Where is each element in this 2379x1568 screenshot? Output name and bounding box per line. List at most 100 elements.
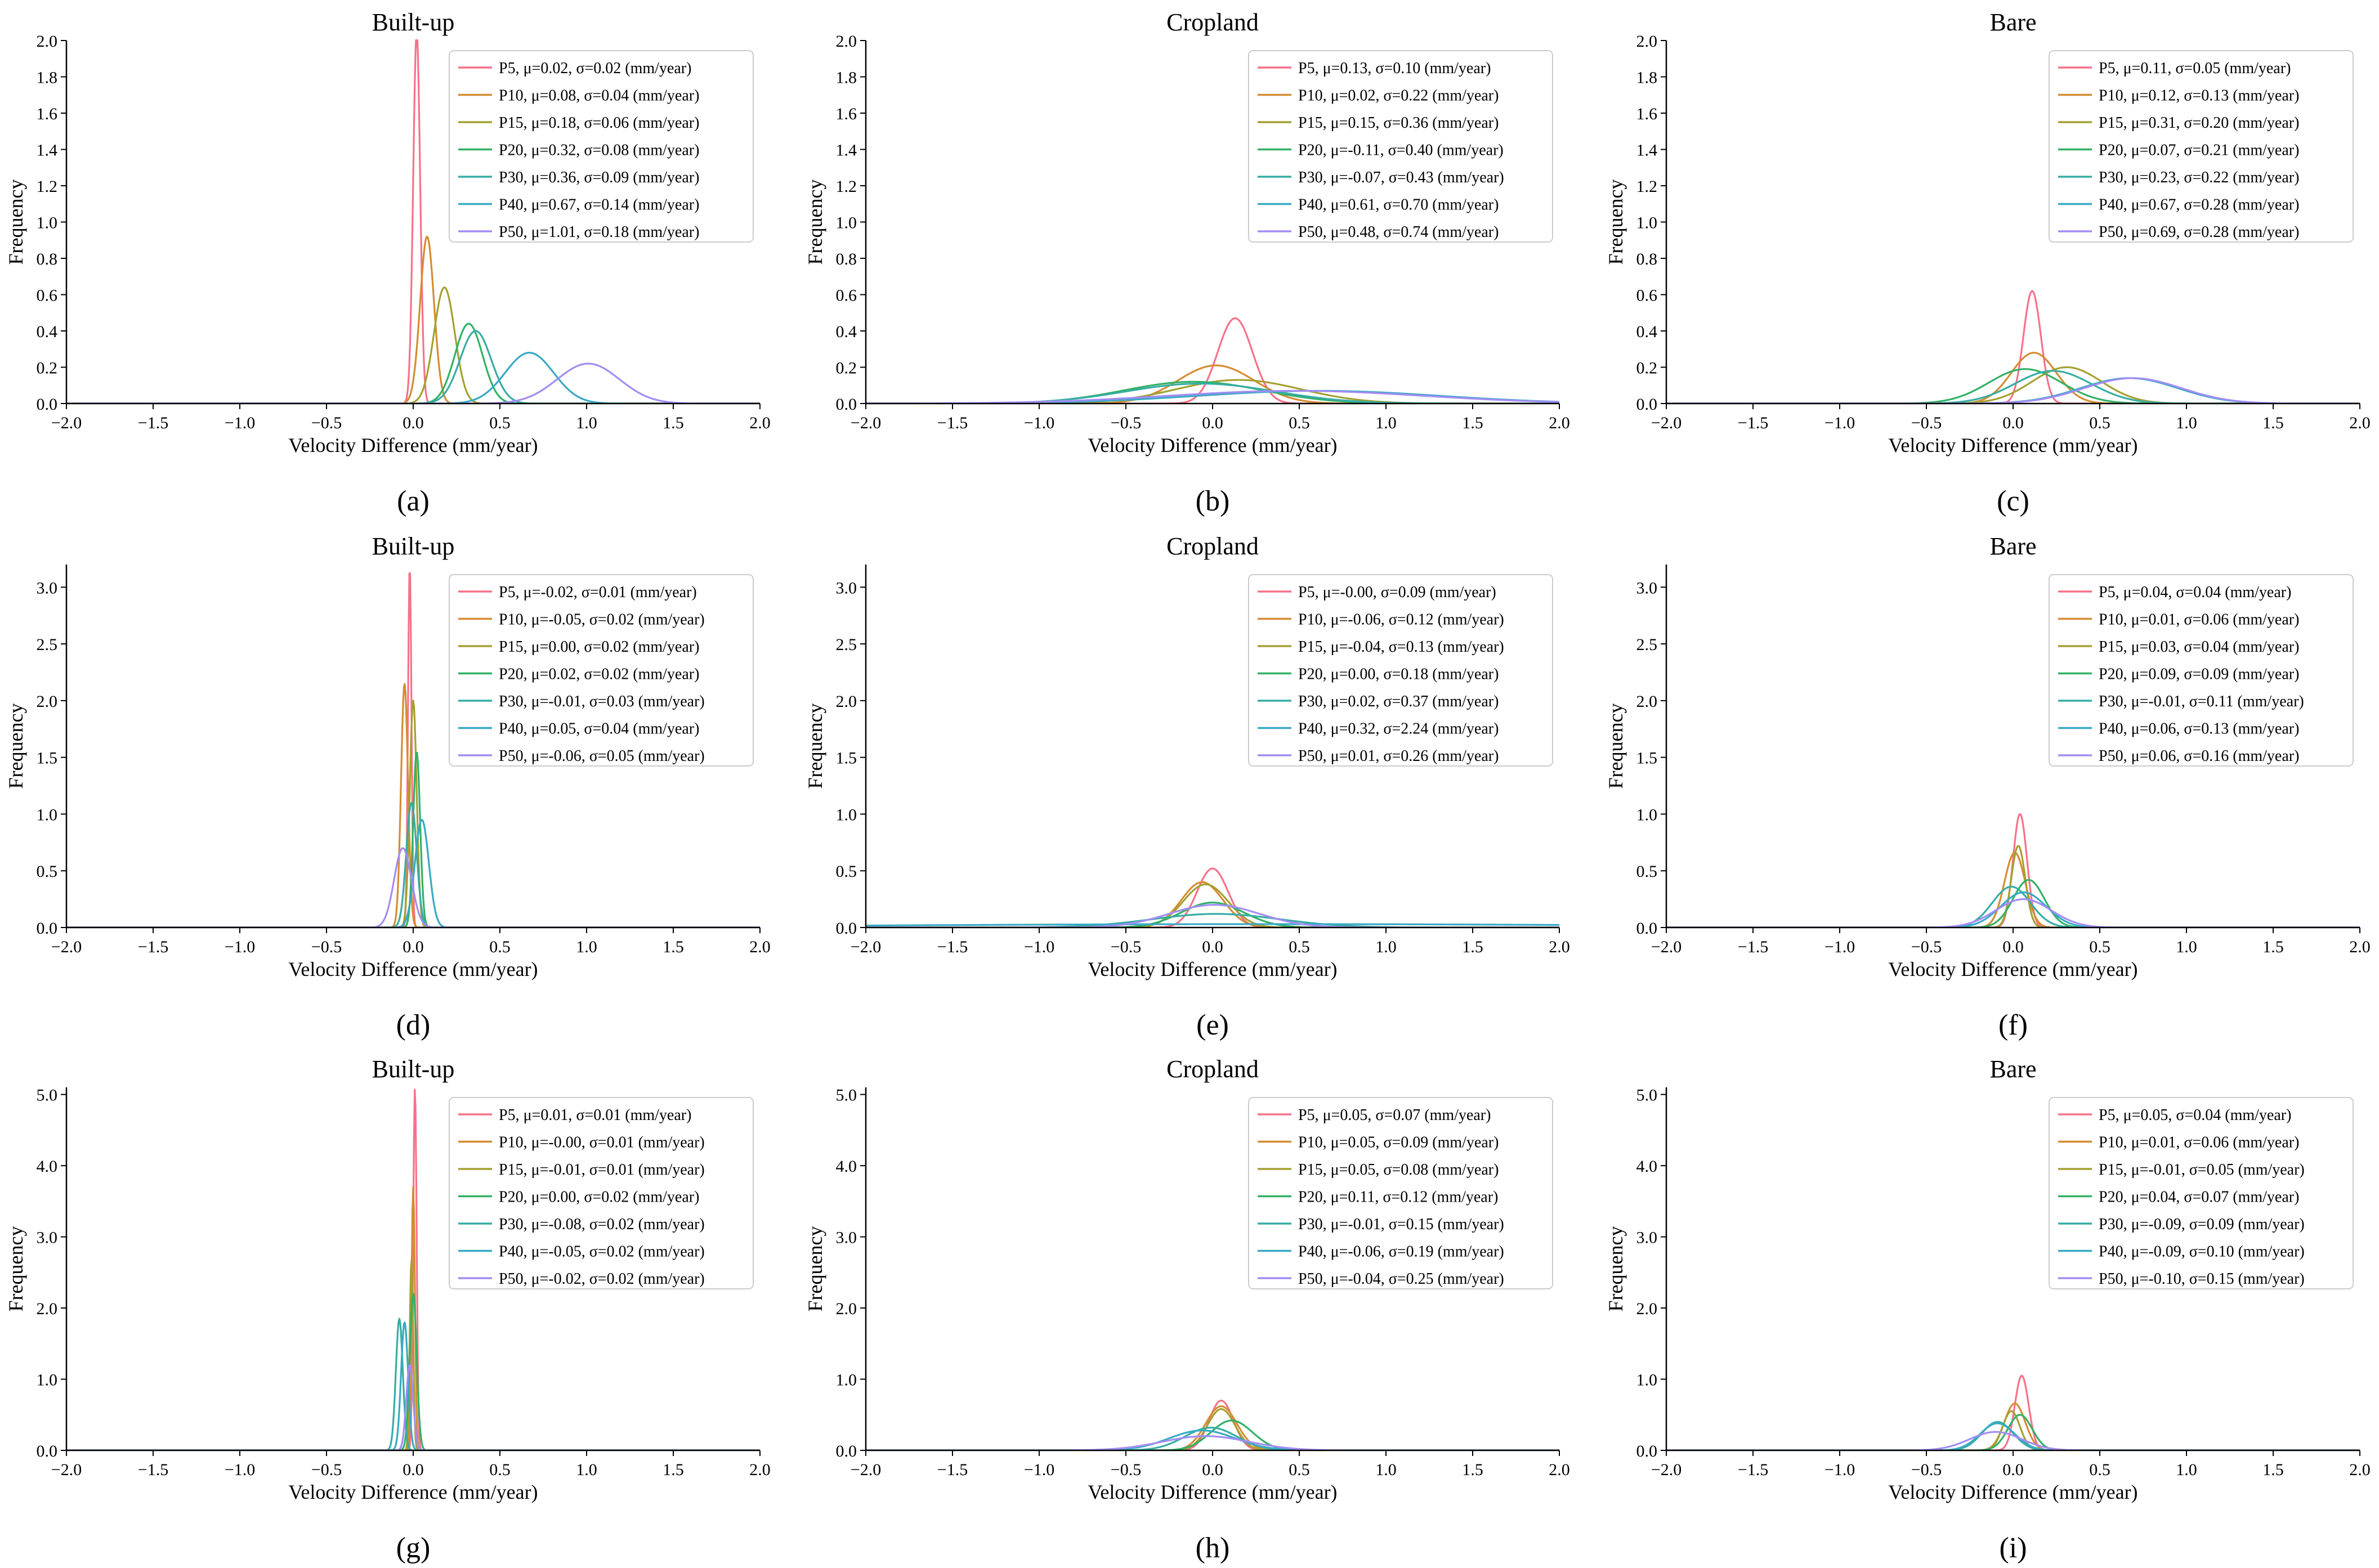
- x-tick-label: 0.0: [1202, 414, 1223, 432]
- y-tick-label: 1.6: [1636, 105, 1658, 123]
- y-tick-label: 1.8: [1636, 69, 1658, 87]
- x-tick-label: 0.0: [2002, 938, 2024, 956]
- series-line-p20: [1666, 1414, 2360, 1450]
- y-tick-label: 1.2: [1636, 177, 1658, 196]
- y-tick-label: 0.5: [836, 862, 857, 881]
- series-line-p15: [66, 286, 760, 404]
- series-group: [866, 1399, 1559, 1450]
- x-tick-label: −2.0: [1651, 414, 1682, 432]
- legend-entry: P10, μ=0.08, σ=0.04 (mm/year): [499, 87, 699, 105]
- panel-label: (i): [1999, 1532, 2027, 1564]
- legend-entry: P50, μ=-0.04, σ=0.25 (mm/year): [1298, 1270, 1504, 1288]
- y-tick-label: 0.0: [1636, 395, 1658, 414]
- y-tick-label: 5.0: [836, 1086, 857, 1105]
- chart-panel-c: Bare 0.0 0.2 0.4 0.6 0.8 1.0 1.2 1.4 1.6 1.8 2.0 −2.…: [1604, 8, 2371, 517]
- x-tick-label: −1.0: [1024, 414, 1054, 432]
- chart-title: Bare: [1989, 532, 2036, 560]
- chart-panel-i: Bare 0.0 1.0 2.0 3.0 4.0 5.0 −2.0 −1.5 −1.0 −0.5 0.…: [1604, 1055, 2371, 1564]
- x-tick-label: 0.5: [2089, 1461, 2110, 1479]
- x-tick-label: 0.0: [403, 414, 424, 432]
- series-line-p20: [66, 1293, 760, 1450]
- series-line-p5: [66, 39, 760, 404]
- x-tick-label: −0.5: [1911, 938, 1942, 956]
- series-line-p50: [66, 1364, 760, 1450]
- y-tick-label: 3.0: [836, 579, 857, 597]
- x-tick-label: −1.0: [225, 414, 255, 432]
- x-tick-label: 0.5: [1289, 1461, 1310, 1479]
- y-tick-label: 2.5: [1636, 635, 1658, 654]
- y-tick-label: 1.0: [836, 214, 857, 232]
- legend-entry: P15, μ=-0.01, σ=0.01 (mm/year): [499, 1161, 705, 1179]
- series-line-p10: [66, 235, 760, 404]
- series-line-p15: [1666, 366, 2360, 404]
- series-line-p50: [66, 362, 760, 404]
- y-tick-label: 0.8: [836, 250, 857, 268]
- x-tick-label: 1.0: [2176, 938, 2197, 956]
- series-line-p40: [1666, 1422, 2360, 1450]
- y-tick-label: 1.0: [37, 1371, 58, 1390]
- y-tick-label: 1.2: [836, 177, 857, 196]
- y-tick-label: 2.0: [37, 1300, 58, 1318]
- y-tick-label: 0.0: [37, 395, 58, 414]
- chart-panel-g: Built-up 0.0 1.0 2.0 3.0 4.0 5.0 −2.0 −1.5 −1.0 −0…: [5, 1055, 771, 1564]
- y-tick-label: 2.0: [37, 692, 58, 711]
- chart-title: Built-up: [372, 532, 455, 560]
- panel-label: (b): [1196, 485, 1230, 517]
- y-tick-label: 0.6: [37, 286, 58, 305]
- series-line-p15: [1666, 845, 2360, 928]
- x-tick-label: 2.0: [2349, 1461, 2371, 1479]
- series-line-p50: [66, 847, 760, 928]
- y-axis-label: Frequency: [804, 704, 826, 789]
- x-tick-label: 0.0: [403, 938, 424, 956]
- series-line-p10: [1666, 352, 2360, 404]
- chart-panel-h: Cropland 0.0 1.0 2.0 3.0 4.0 5.0 −2.0 −1.5 −1.0 −0…: [804, 1055, 1570, 1564]
- legend-entry: P5, μ=0.13, σ=0.10 (mm/year): [1298, 60, 1491, 77]
- x-tick-label: 0.5: [2089, 414, 2110, 432]
- series-line-p15: [66, 700, 760, 928]
- y-tick-label: 4.0: [1636, 1157, 1658, 1176]
- x-tick-label: −1.0: [1825, 1461, 1855, 1479]
- legend-entry: P40, μ=-0.09, σ=0.10 (mm/year): [2099, 1243, 2305, 1261]
- legend-entry: P15, μ=0.03, σ=0.04 (mm/year): [2099, 638, 2299, 656]
- x-tick-label: −1.5: [937, 1461, 968, 1479]
- legend-entry: P20, μ=0.07, σ=0.21 (mm/year): [2099, 142, 2299, 159]
- legend-entry: P20, μ=0.00, σ=0.02 (mm/year): [499, 1189, 699, 1206]
- series-line-p5: [66, 1088, 760, 1450]
- legend-entry: P5, μ=0.05, σ=0.04 (mm/year): [2099, 1106, 2291, 1124]
- legend-entry: P40, μ=-0.05, σ=0.02 (mm/year): [499, 1243, 705, 1261]
- y-tick-label: 2.5: [836, 635, 857, 654]
- x-tick-label: −0.5: [311, 938, 342, 956]
- x-tick-label: −0.5: [1911, 1461, 1942, 1479]
- legend-entry: P5, μ=0.05, σ=0.07 (mm/year): [1298, 1106, 1491, 1124]
- x-tick-label: −0.5: [311, 414, 342, 432]
- legend-entry: P50, μ=0.06, σ=0.16 (mm/year): [2099, 747, 2299, 765]
- x-tick-label: −0.5: [1911, 414, 1942, 432]
- series-line-p10: [1666, 1402, 2360, 1450]
- y-tick-label: 0.2: [37, 359, 58, 378]
- legend-entry: P10, μ=0.01, σ=0.06 (mm/year): [2099, 611, 2299, 629]
- chart-panel-f: Bare 0.0 0.5 1.0 1.5 2.0 2.5 3.0 −2.0 −1.5 −1.0 −0.…: [1604, 532, 2371, 1041]
- chart-panel-d: Built-up 0.0 0.5 1.0 1.5 2.0 2.5 3.0 −2.0 −1.5 −1.…: [5, 532, 771, 1041]
- x-tick-label: −2.0: [51, 1461, 82, 1479]
- legend-box: [1248, 50, 1553, 243]
- x-tick-label: −2.0: [51, 938, 82, 956]
- y-tick-label: 3.0: [836, 1229, 857, 1247]
- y-axis-label: Frequency: [1604, 1226, 1627, 1312]
- legend-entry: P15, μ=0.18, σ=0.06 (mm/year): [499, 114, 699, 132]
- series-line-p10: [866, 1405, 1559, 1450]
- x-tick-label: −2.0: [851, 938, 881, 956]
- y-tick-label: 3.0: [1636, 1229, 1658, 1247]
- legend-box: [449, 50, 754, 243]
- x-tick-label: 1.5: [1462, 938, 1483, 956]
- x-tick-label: 0.0: [1202, 938, 1223, 956]
- panel-label: (d): [396, 1009, 431, 1041]
- x-tick-label: −2.0: [1651, 1461, 1682, 1479]
- x-axis-label: Velocity Difference (mm/year): [288, 958, 538, 980]
- legend-entry: P30, μ=0.23, σ=0.22 (mm/year): [2099, 169, 2299, 186]
- legend-box: [1248, 574, 1553, 767]
- y-tick-label: 1.4: [836, 141, 857, 160]
- series-line-p15: [866, 883, 1559, 928]
- legend-entry: P50, μ=0.01, σ=0.26 (mm/year): [1298, 747, 1499, 765]
- y-tick-label: 1.5: [37, 749, 58, 768]
